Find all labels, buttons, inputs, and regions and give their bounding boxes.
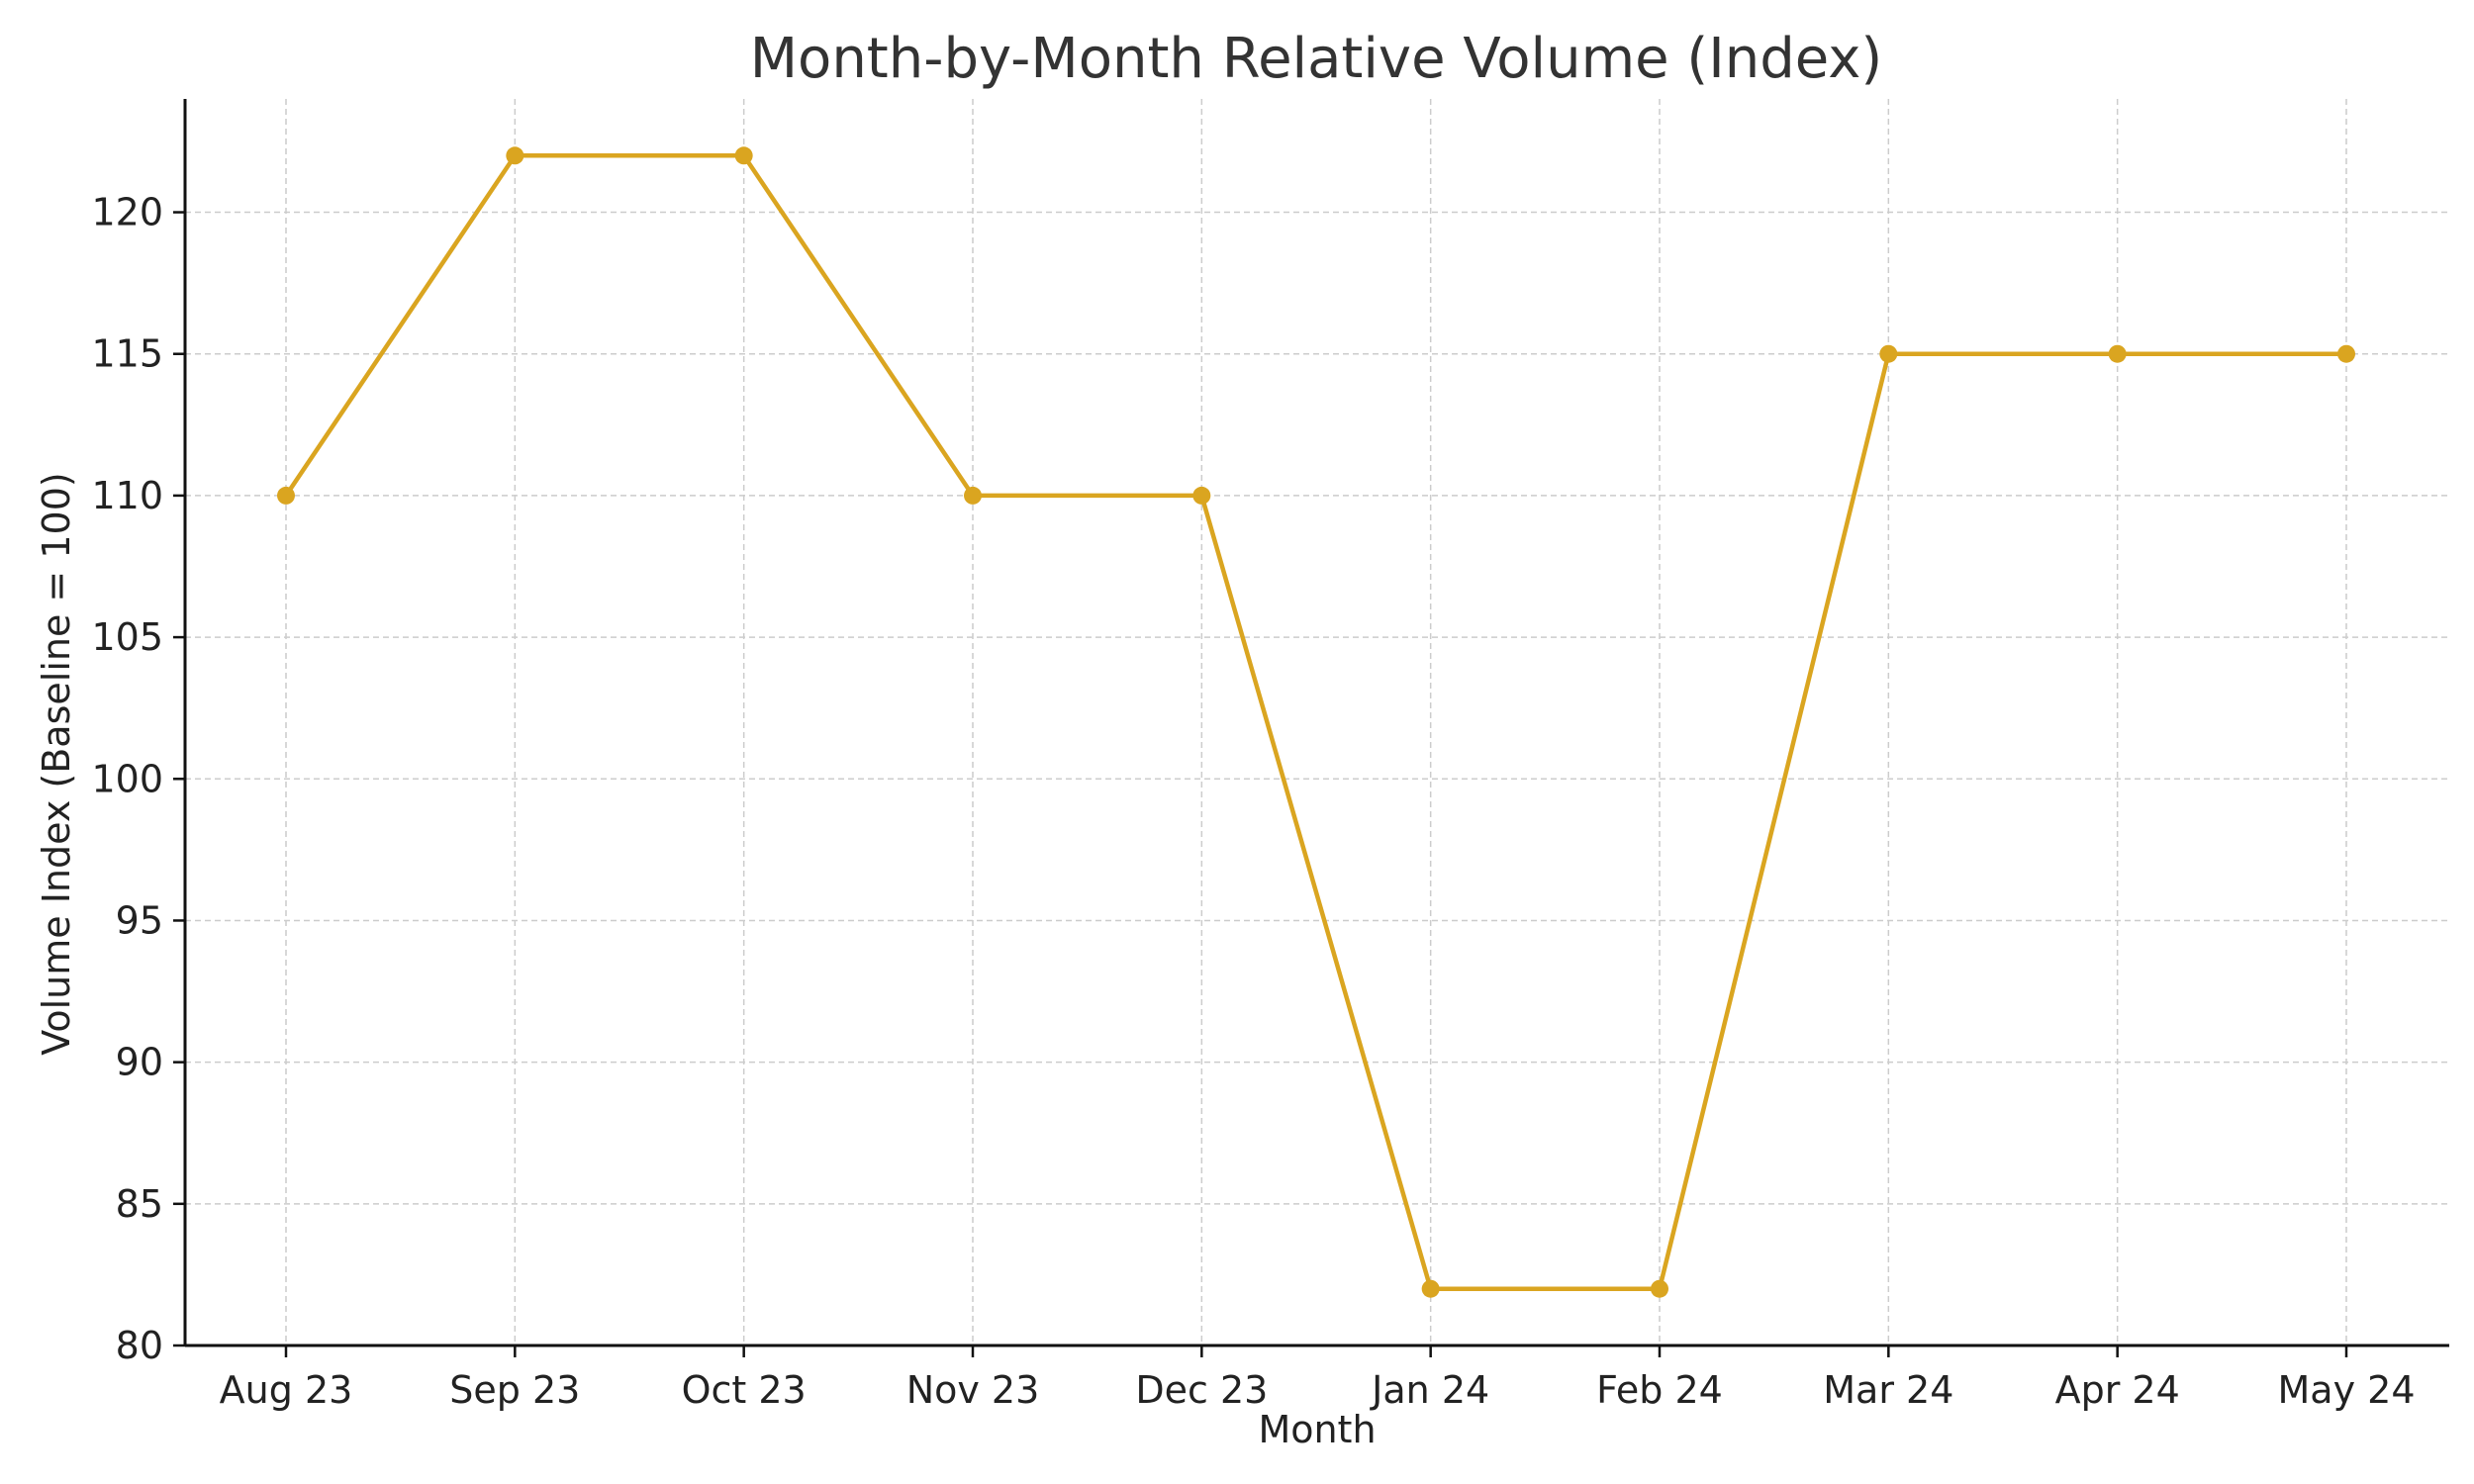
data-point — [1421, 1279, 1440, 1298]
data-point — [2337, 344, 2355, 363]
y-tick-label: 105 — [91, 615, 163, 659]
y-tick-label: 100 — [91, 757, 163, 800]
data-point — [506, 146, 524, 165]
x-axis-label: Month — [1258, 1408, 1376, 1451]
series — [277, 146, 2355, 1298]
data-point — [1651, 1279, 1668, 1298]
y-axis-ticks: 80 85 90 95 100 105 110 115 120 — [91, 191, 185, 1367]
axes — [183, 99, 2449, 1347]
data-point — [277, 486, 295, 505]
y-tick-label: 90 — [116, 1041, 163, 1084]
y-tick-label: 110 — [91, 474, 163, 517]
y-tick-label: 80 — [116, 1324, 163, 1367]
series-line — [283, 153, 2349, 1291]
grid — [185, 99, 2449, 1346]
x-tick-label: Oct 23 — [682, 1368, 807, 1412]
x-tick-label: Feb 24 — [1596, 1368, 1723, 1412]
data-point — [734, 146, 753, 165]
y-tick-label: 85 — [116, 1182, 163, 1226]
y-axis-label: Volume Index (Baseline = 100) — [35, 472, 78, 1055]
data-point — [1192, 486, 1211, 505]
y-tick-label: 115 — [91, 332, 163, 376]
chart-title: Month-by-Month Relative Volume (Index) — [750, 27, 1883, 91]
x-tick-label: May 24 — [2278, 1368, 2416, 1412]
x-tick-label: Nov 23 — [906, 1368, 1040, 1412]
x-tick-label: Dec 23 — [1135, 1368, 1268, 1412]
x-tick-label: Apr 24 — [2055, 1368, 2180, 1412]
x-tick-label: Sep 23 — [449, 1368, 580, 1412]
x-tick-label: Aug 23 — [220, 1368, 353, 1412]
x-tick-label: Mar 24 — [1823, 1368, 1953, 1412]
y-tick-label: 120 — [91, 191, 163, 234]
data-point — [2108, 344, 2127, 363]
x-tick-label: Jan 24 — [1370, 1368, 1489, 1412]
data-point — [1879, 344, 1898, 363]
data-point — [964, 486, 982, 505]
x-axis-ticks: Aug 23 Sep 23 Oct 23 Nov 23 Dec 23 Jan 24 Feb … — [220, 1345, 2416, 1412]
y-tick-label: 95 — [116, 898, 163, 942]
